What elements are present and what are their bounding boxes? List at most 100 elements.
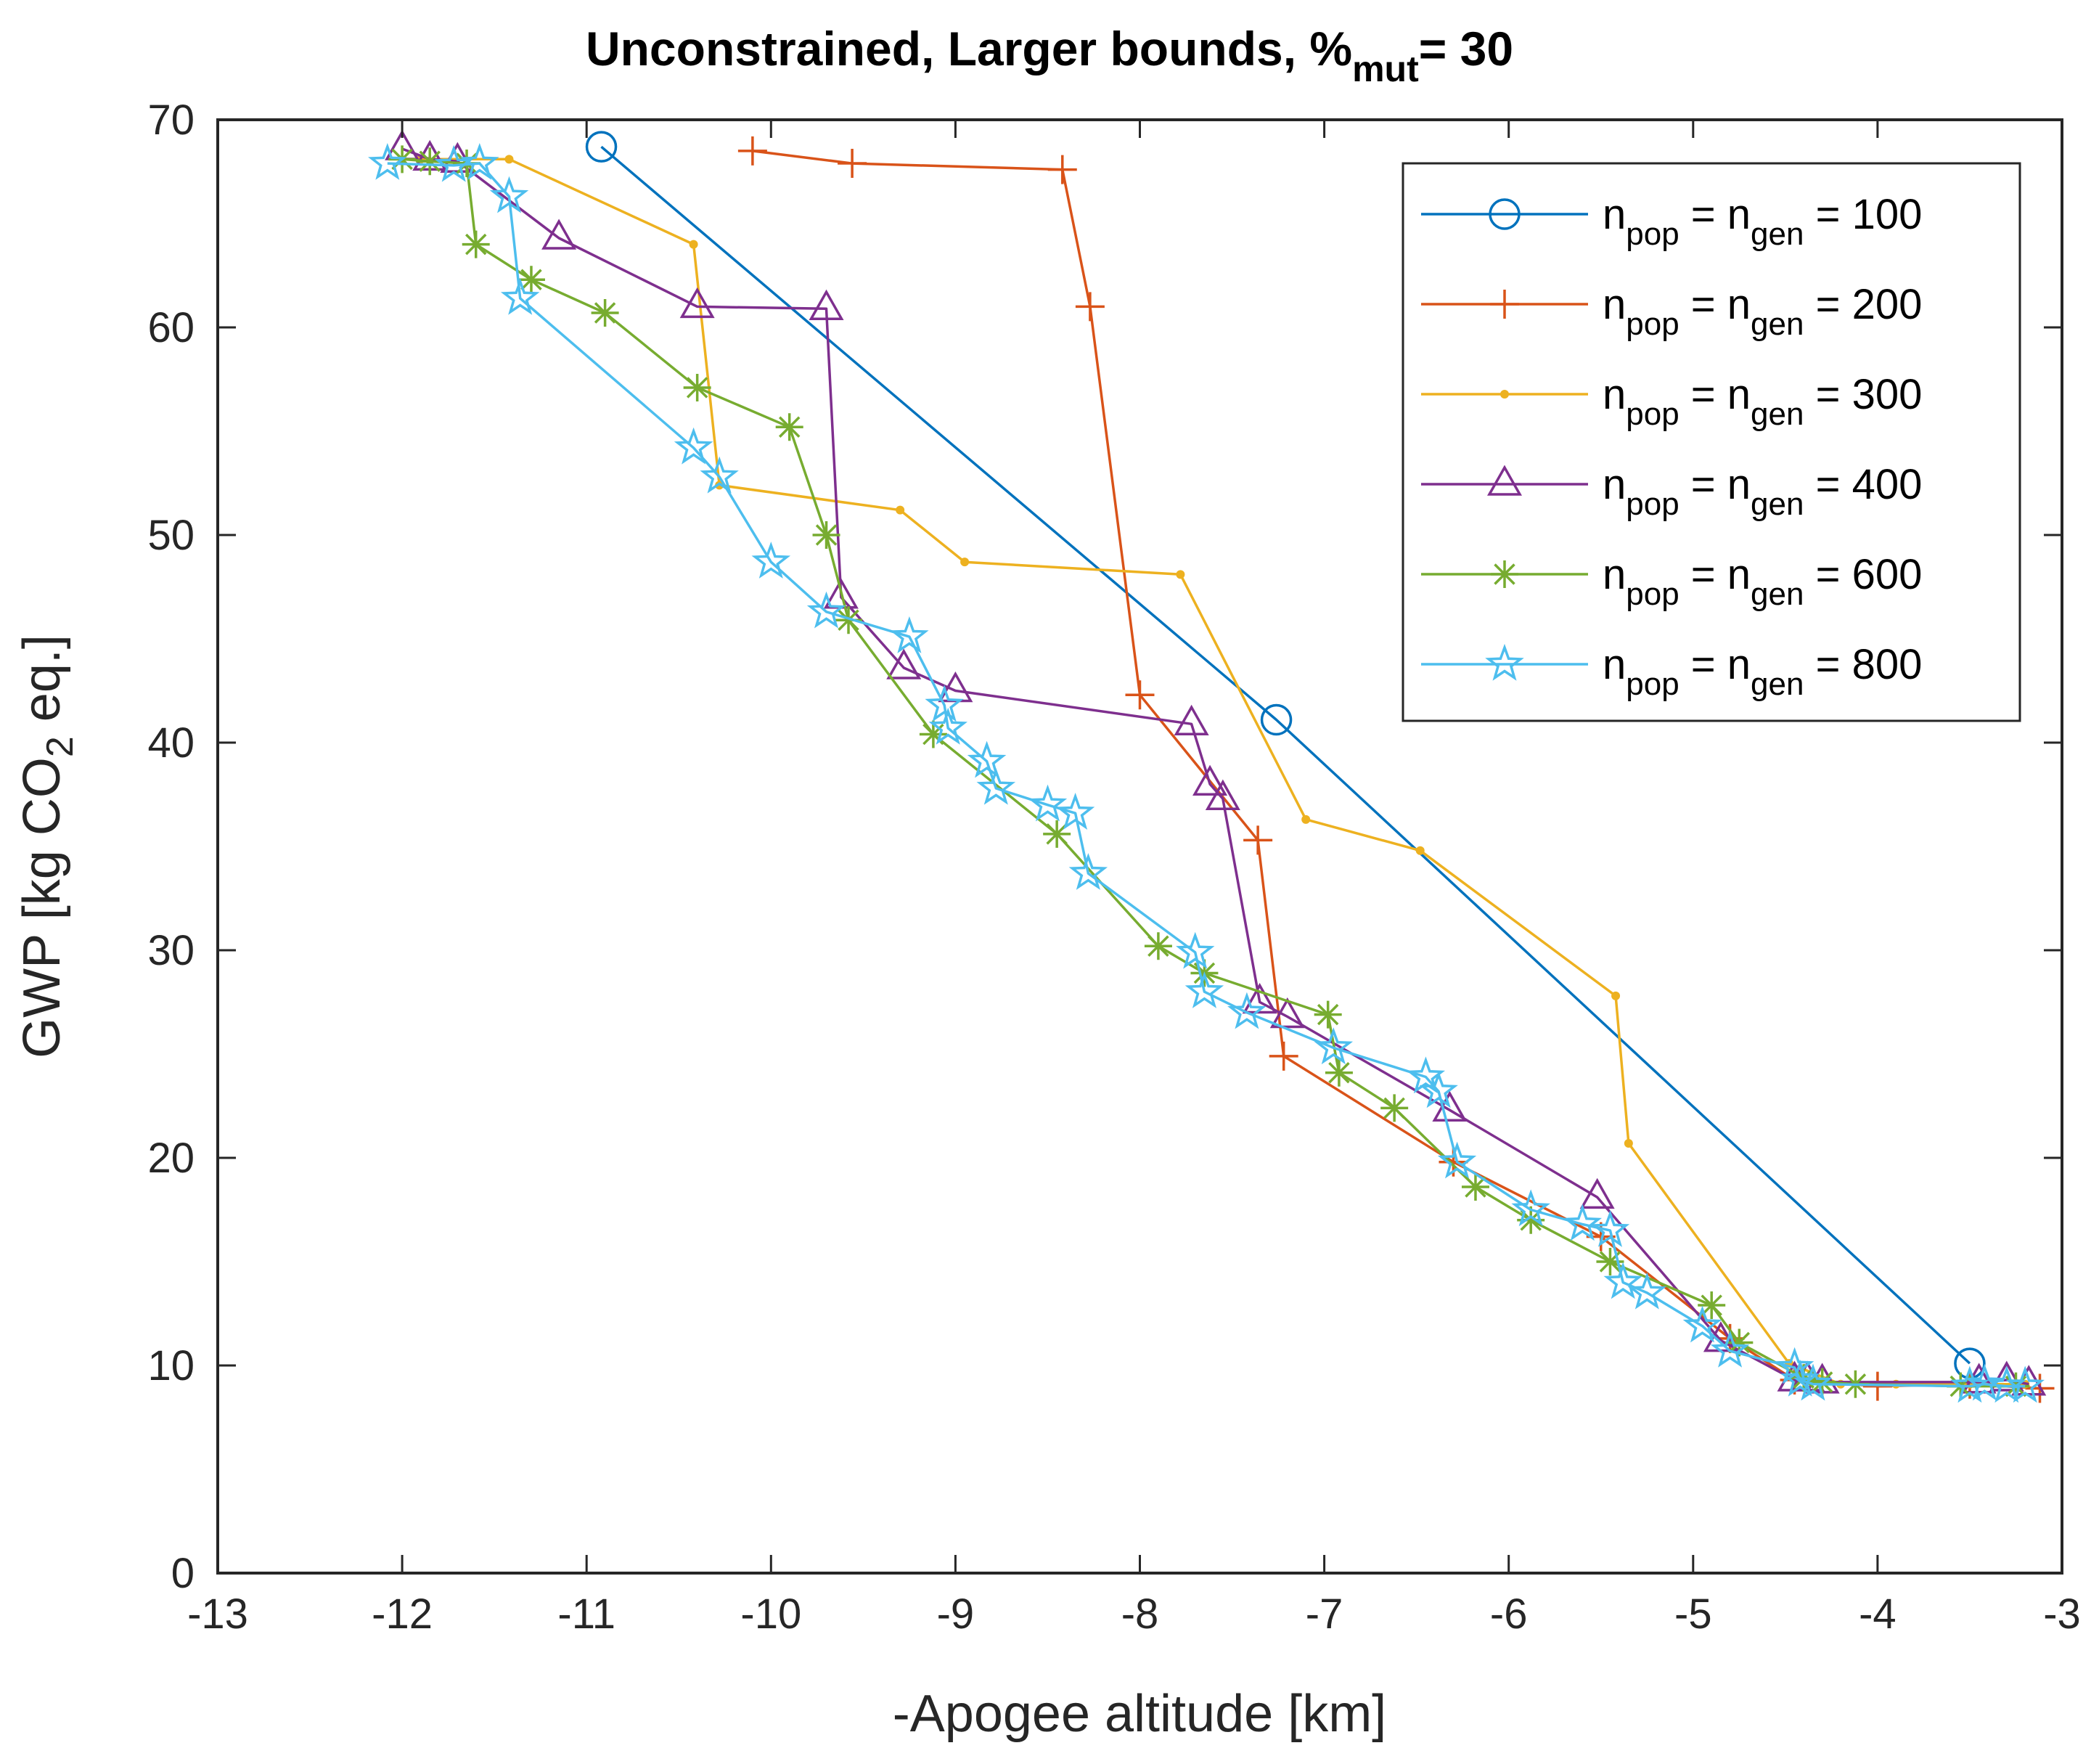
- data-point: [500, 277, 540, 315]
- legend-entry-6: npop = ngen = 800: [1421, 641, 1922, 702]
- data-point: [1511, 1189, 1550, 1227]
- legend-marker: [1500, 390, 1509, 399]
- data-point: [1563, 1204, 1603, 1241]
- y-tick-label: 50: [147, 512, 195, 559]
- data-point: [416, 147, 444, 176]
- legend-entry-5: npop = ngen = 600: [1421, 551, 1922, 612]
- tick-layer: -13 -12 -11 -10 -9 -8 -7 -6 -5 -4 -3 0 10 20 30 40 50 60 7…: [147, 97, 2080, 1638]
- data-point: [1301, 814, 1311, 824]
- data-point: [1075, 292, 1105, 322]
- data-point: [751, 542, 791, 579]
- data-point: [1380, 1094, 1409, 1122]
- legend-entry-3: npop = ngen = 300: [1421, 371, 1922, 432]
- legend-label: npop = ngen = 600: [1603, 551, 1922, 612]
- data-point: [689, 240, 698, 249]
- data-point: [1808, 1368, 1836, 1396]
- series-1: [585, 131, 1986, 1379]
- legend-entry-2: npop = ngen = 200: [1421, 281, 1922, 342]
- data-point: [1682, 1305, 1722, 1343]
- legend-entry-1: npop = ngen = 100: [1421, 191, 1922, 252]
- legend-marker: [1486, 465, 1523, 496]
- data-point: [1989, 1360, 2024, 1392]
- data-point: [1242, 982, 1277, 1014]
- x-tick-label: -12: [372, 1591, 433, 1638]
- data-point: [1260, 703, 1293, 736]
- data-point: [517, 266, 545, 294]
- data-point: [737, 136, 767, 166]
- legend-marker: [1491, 560, 1518, 588]
- x-tick-label: -4: [1859, 1591, 1897, 1638]
- data-point: [1269, 1041, 1298, 1071]
- data-point: [1176, 931, 1215, 969]
- data-point: [1055, 793, 1095, 830]
- y-axis-label: GWP [kg CO2 eq.]: [13, 634, 81, 1058]
- data-point: [1461, 1173, 1489, 1201]
- x-tick-label: -6: [1490, 1591, 1528, 1638]
- series-layer: [368, 129, 2055, 1403]
- y-tick-label: 60: [147, 304, 195, 351]
- legend-marker: [1485, 643, 1524, 681]
- data-point: [1192, 764, 1228, 796]
- legend-label: npop = ngen = 100: [1603, 191, 1922, 252]
- x-tick-label: -7: [1306, 1591, 1343, 1638]
- data-point: [890, 616, 929, 653]
- data-point: [1419, 1071, 1458, 1108]
- data-point: [1725, 1328, 1754, 1357]
- data-point: [775, 413, 803, 441]
- data-point: [1028, 784, 1068, 822]
- data-point: [1698, 1291, 1726, 1320]
- data-point: [674, 427, 713, 465]
- data-point: [1415, 846, 1425, 855]
- x-tick-label: -11: [557, 1591, 615, 1638]
- data-point: [1627, 1272, 1666, 1310]
- data-point: [1125, 680, 1155, 710]
- legend: npop = ngen = 100 npop = ngen = 200 npop =…: [1402, 162, 2021, 722]
- data-point: [838, 149, 867, 179]
- data-point: [1590, 1209, 1630, 1247]
- data-point: [886, 648, 922, 679]
- data-point: [489, 176, 529, 213]
- data-point: [812, 521, 840, 549]
- data-point: [806, 591, 846, 629]
- data-point: [967, 740, 1007, 778]
- legend-marker: [1490, 290, 1519, 319]
- data-point: [1314, 1027, 1354, 1065]
- data-point: [1243, 825, 1273, 855]
- data-point: [1176, 570, 1185, 579]
- y-tick-label: 40: [147, 719, 195, 767]
- data-point: [928, 707, 967, 745]
- data-point: [1579, 1177, 1615, 1209]
- data-point: [541, 219, 577, 250]
- data-point: [1780, 1359, 1820, 1397]
- legend-marker: [1489, 198, 1521, 230]
- y-tick-label: 10: [147, 1342, 195, 1389]
- data-point: [591, 298, 619, 327]
- legend-box: [1402, 162, 2021, 722]
- x-tick-label: -10: [740, 1591, 801, 1638]
- data-point: [460, 143, 499, 180]
- data-point: [1325, 1058, 1353, 1087]
- data-point: [919, 720, 947, 748]
- data-point: [1950, 1365, 1989, 1403]
- data-point: [1517, 1206, 1545, 1234]
- data-point: [809, 289, 844, 321]
- data-point: [1174, 704, 1209, 736]
- data-point: [700, 456, 739, 494]
- series-line: [600, 145, 1971, 1365]
- data-point: [1596, 1248, 1624, 1275]
- data-point: [683, 373, 711, 401]
- data-point: [1710, 1330, 1750, 1368]
- data-point: [1603, 1262, 1642, 1299]
- data-point: [1965, 1363, 2005, 1401]
- data-point: [1043, 820, 1071, 848]
- series-6: [368, 143, 2045, 1403]
- data-point: [1144, 932, 1172, 960]
- data-point: [1793, 1363, 1833, 1401]
- data-point: [1227, 992, 1267, 1029]
- data-point: [1406, 1056, 1446, 1094]
- x-tick-label: -9: [937, 1591, 975, 1638]
- data-point: [1611, 991, 1621, 1000]
- data-point: [1068, 853, 1108, 890]
- chart-title: Unconstrained, Larger bounds, %mut= 30: [586, 22, 1513, 89]
